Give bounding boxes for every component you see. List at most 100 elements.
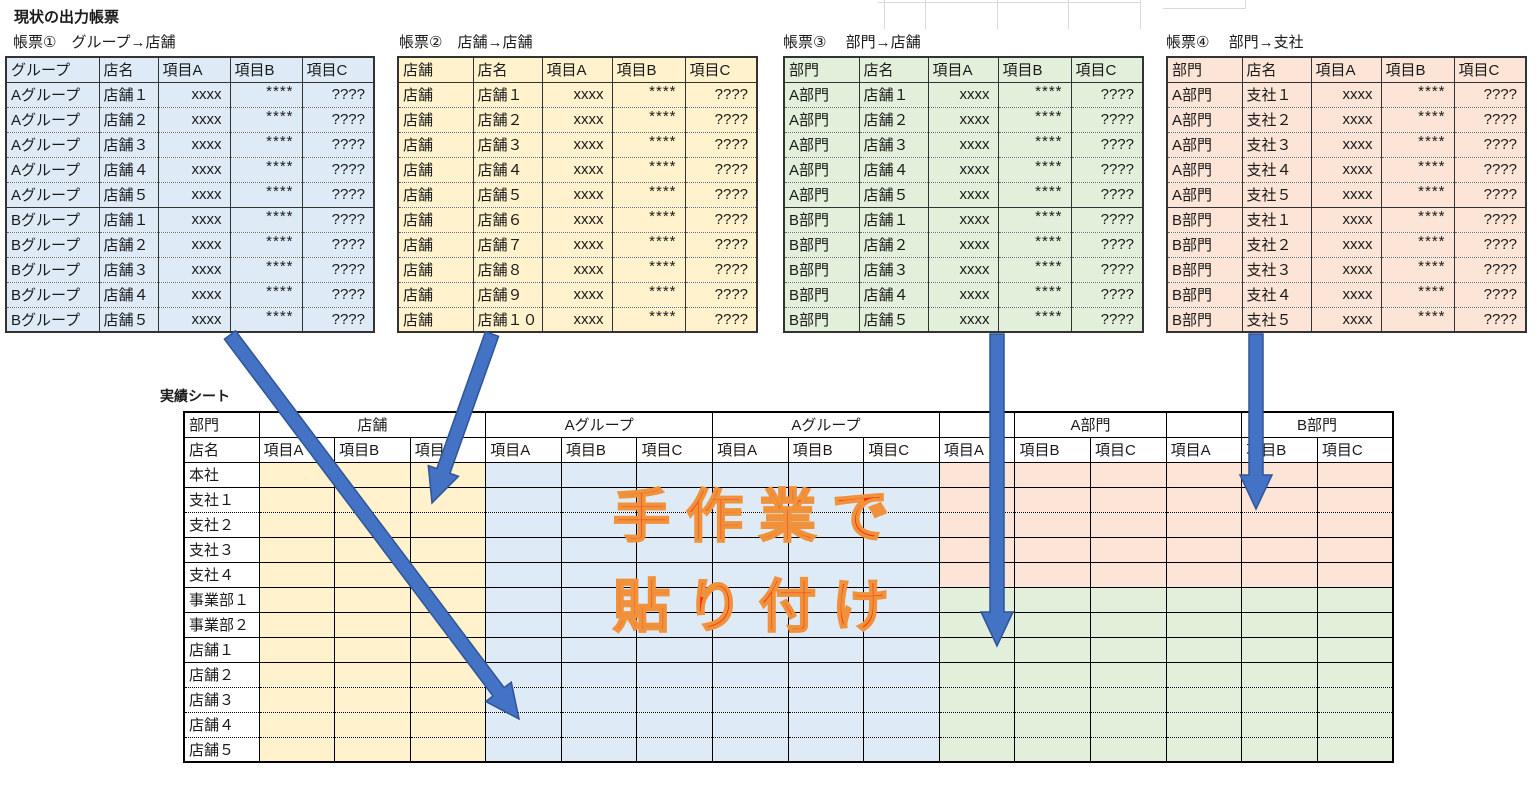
cell: ???? <box>684 106 758 132</box>
cell <box>409 686 487 713</box>
cell: ???? <box>1453 206 1526 232</box>
table-row: A部門 店舗５ xxxx ****???? <box>783 181 1143 207</box>
column-header: 項目C <box>301 57 374 83</box>
cell: B部門 <box>1166 281 1242 307</box>
table-row: A部門 支社４ xxxx ****???? <box>1166 156 1526 182</box>
cell: 店舗 <box>397 256 473 282</box>
report-table-3: 部門 店名 項目A 項目B 項目C A部門 店舗１ xxxx ****???? A部門 店舗２ xxx… <box>783 56 1144 333</box>
column-header: 店舗 <box>397 57 473 83</box>
cell <box>1316 536 1394 563</box>
cell <box>1165 511 1243 538</box>
cell: ???? <box>1070 281 1143 307</box>
table-row: 本社 <box>183 461 1394 488</box>
cell: A部門 <box>783 106 859 132</box>
gridline-hint <box>1140 0 1141 29</box>
table-row: 店舗 店舗９ xxxx ****???? <box>397 281 758 307</box>
cell <box>1014 586 1092 613</box>
cell: 店舗２ <box>98 231 158 257</box>
table-row: 店舗 店舗１０ xxxx ****???? <box>397 306 758 332</box>
table-row: A部門 店舗４ xxxx ****???? <box>783 156 1143 182</box>
cell <box>938 636 1016 663</box>
cell <box>1165 561 1243 588</box>
cell: 店舗６ <box>472 206 543 232</box>
table-row: B部門 店舗５ xxxx ****???? <box>783 306 1143 332</box>
cell: **** <box>611 256 686 282</box>
cell: **** <box>229 181 302 207</box>
cell: ???? <box>684 231 758 257</box>
group-header-row: 部門 店舗 Aグループ Aグループ A部門 B部門 <box>183 411 1394 438</box>
report-table: 部門 店名 項目A 項目B 項目C A部門 店舗１ xxxx ****???? A部門 店舗２ xxx… <box>783 56 1144 333</box>
table-row: 店舗 店舗５ xxxx ****???? <box>397 181 758 207</box>
row-header: 店舗３ <box>183 686 260 713</box>
cell: ???? <box>684 81 758 107</box>
cell: 店舗２ <box>858 231 928 257</box>
table-row: A部門 店舗３ xxxx ****???? <box>783 131 1143 157</box>
cell: ???? <box>301 156 374 182</box>
cell <box>636 511 714 538</box>
cell <box>485 536 562 563</box>
cell: ???? <box>1070 156 1143 182</box>
cell <box>712 661 789 688</box>
cell <box>334 561 411 588</box>
cell <box>258 661 336 688</box>
cell: 店舗２ <box>98 106 158 132</box>
cell: xxxx <box>541 206 613 232</box>
cell <box>787 686 865 713</box>
cell <box>712 586 789 613</box>
cell: ???? <box>1453 81 1526 107</box>
cell <box>485 486 562 513</box>
cell: 店舗１ <box>858 81 928 107</box>
cell: ???? <box>1070 231 1143 257</box>
cell <box>636 661 714 688</box>
column-header: 項目C <box>636 436 714 463</box>
cell <box>1316 611 1394 638</box>
cell: 店舗４ <box>858 156 928 182</box>
cell <box>863 511 940 538</box>
cell: 店舗３ <box>858 131 928 157</box>
cell <box>334 586 411 613</box>
cell: A部門 <box>1166 81 1242 107</box>
column-header: 項目C <box>1316 436 1394 463</box>
cell: 店舗４ <box>98 156 158 182</box>
cell <box>863 536 940 563</box>
cell <box>1165 461 1243 488</box>
column-header: 項目B <box>787 436 865 463</box>
cell: ???? <box>301 81 374 107</box>
cell <box>1241 636 1318 663</box>
table-row: Aグループ 店舗５ xxxx ****???? <box>5 181 374 207</box>
cell <box>258 511 336 538</box>
cell: 店舗５ <box>858 181 928 207</box>
cell <box>560 711 638 738</box>
cell: xxxx <box>157 206 230 232</box>
cell: 店舗４ <box>858 281 928 307</box>
column-header: 店名 <box>1241 57 1311 83</box>
cell <box>1090 736 1167 763</box>
section-title: 現状の出力帳票 <box>14 9 120 26</box>
cell: xxxx <box>541 81 613 107</box>
cell: xxxx <box>157 131 230 157</box>
cell: 店舗 <box>397 131 473 157</box>
cell: ???? <box>1070 106 1143 132</box>
cell: **** <box>611 131 686 157</box>
cell <box>712 636 789 663</box>
cell <box>1165 636 1243 663</box>
column-header: 項目B <box>229 57 302 83</box>
cell <box>636 636 714 663</box>
cell: xxxx <box>927 231 998 257</box>
header-row: 部門 店名 項目A 項目B 項目C <box>1166 57 1526 83</box>
cell <box>409 561 487 588</box>
cell: xxxx <box>1310 206 1381 232</box>
cell <box>712 611 789 638</box>
table-row: 店舗１ <box>183 636 1394 663</box>
column-header: 項目A <box>927 57 998 83</box>
column-header: 店名 <box>472 57 543 83</box>
column-header: 項目A <box>157 57 230 83</box>
cell <box>712 736 789 763</box>
column-header: 項目B <box>1380 57 1454 83</box>
cell <box>258 736 336 763</box>
cell <box>1165 736 1243 763</box>
column-header: 店名 <box>858 57 928 83</box>
cell <box>1090 711 1167 738</box>
cell <box>1165 686 1243 713</box>
